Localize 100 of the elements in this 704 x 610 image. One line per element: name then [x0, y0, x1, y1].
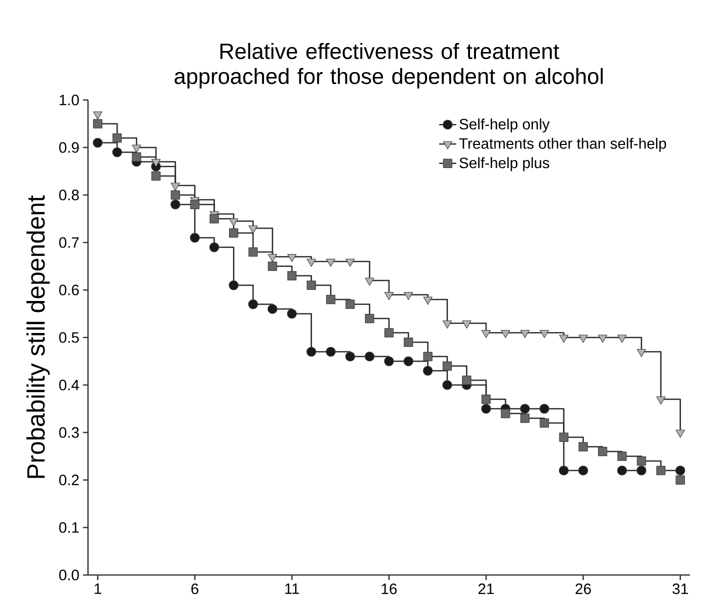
point	[617, 452, 627, 461]
point	[346, 300, 355, 309]
point	[500, 408, 510, 418]
point	[481, 330, 491, 338]
point	[306, 258, 316, 267]
point	[132, 152, 142, 162]
point	[92, 138, 103, 148]
y-tick-label: 0.2	[59, 474, 79, 486]
point	[617, 334, 627, 343]
point	[326, 346, 336, 357]
point	[675, 466, 686, 476]
point	[306, 346, 316, 357]
legend-label: Self-help plus	[460, 157, 550, 172]
point	[540, 418, 549, 428]
point	[404, 356, 414, 366]
point	[481, 394, 491, 404]
point	[423, 352, 432, 362]
point	[151, 171, 161, 181]
point	[442, 361, 452, 371]
point	[676, 475, 685, 485]
point	[404, 338, 414, 347]
x-tick-label: 11	[285, 584, 299, 594]
point	[190, 232, 200, 243]
point	[229, 218, 238, 226]
point	[462, 320, 472, 329]
point	[326, 258, 336, 267]
point	[617, 466, 627, 476]
point	[112, 133, 122, 143]
point	[676, 430, 685, 438]
point	[578, 442, 588, 452]
point	[229, 228, 238, 238]
point	[93, 119, 102, 128]
legend-label: Self-help only	[460, 118, 550, 132]
y-tick-label: 0.0	[59, 570, 79, 580]
x-tick-label: 31	[672, 584, 688, 594]
y-tick-label: 0.8	[59, 190, 79, 200]
point	[248, 299, 258, 310]
point	[190, 200, 200, 210]
point	[500, 330, 510, 338]
point	[151, 158, 161, 168]
point	[540, 330, 549, 338]
point	[423, 296, 432, 305]
point	[520, 414, 530, 423]
point	[287, 308, 297, 319]
point	[481, 404, 491, 414]
point	[287, 271, 297, 280]
point	[364, 352, 374, 362]
point	[442, 380, 452, 390]
point	[558, 466, 569, 476]
point	[364, 314, 374, 324]
y-axis-title: Probability still dependent	[26, 195, 50, 478]
point	[404, 292, 414, 300]
y-tick-label: 0.6	[59, 284, 79, 296]
x-tick-label: 26	[576, 584, 591, 594]
point	[559, 432, 568, 442]
point	[170, 200, 180, 210]
point	[268, 304, 278, 314]
y-tick-label: 0.1	[59, 522, 79, 533]
point	[306, 280, 316, 290]
point	[170, 190, 180, 200]
point	[598, 446, 608, 456]
point	[598, 334, 608, 343]
y-tick-label: 0.9	[59, 142, 79, 153]
point	[268, 262, 278, 271]
x-tick-label: 16	[382, 584, 397, 594]
point	[287, 254, 297, 262]
y-tick-label: 0.7	[59, 237, 79, 248]
point	[384, 328, 394, 338]
point	[170, 182, 180, 191]
point	[422, 366, 433, 376]
y-tick-label: 0.4	[59, 380, 80, 390]
point	[384, 356, 394, 366]
point	[364, 278, 374, 286]
point	[228, 280, 239, 290]
point	[656, 396, 666, 405]
point	[112, 147, 122, 158]
x-tick-label: 6	[191, 584, 198, 594]
y-tick-label: 1.0	[60, 94, 79, 106]
legend-label: Treatments other than self-help	[459, 138, 666, 152]
point	[559, 334, 568, 343]
point	[268, 254, 278, 262]
y-tick-label: 0.3	[59, 427, 79, 438]
point	[384, 292, 394, 300]
point	[442, 320, 452, 329]
point	[539, 404, 550, 414]
point	[636, 466, 646, 476]
point	[132, 144, 142, 153]
chart-title: Relative effectiveness of treatment approached for those dependent on alcohol	[174, 42, 603, 88]
point	[578, 334, 588, 343]
point	[326, 294, 336, 304]
point	[209, 242, 220, 252]
point	[248, 247, 258, 257]
point	[656, 466, 666, 476]
point	[248, 225, 258, 234]
point	[520, 330, 530, 338]
point	[636, 456, 646, 466]
point	[345, 352, 356, 362]
point	[578, 466, 588, 476]
point	[520, 404, 530, 414]
x-tick-label: 21	[478, 584, 494, 594]
